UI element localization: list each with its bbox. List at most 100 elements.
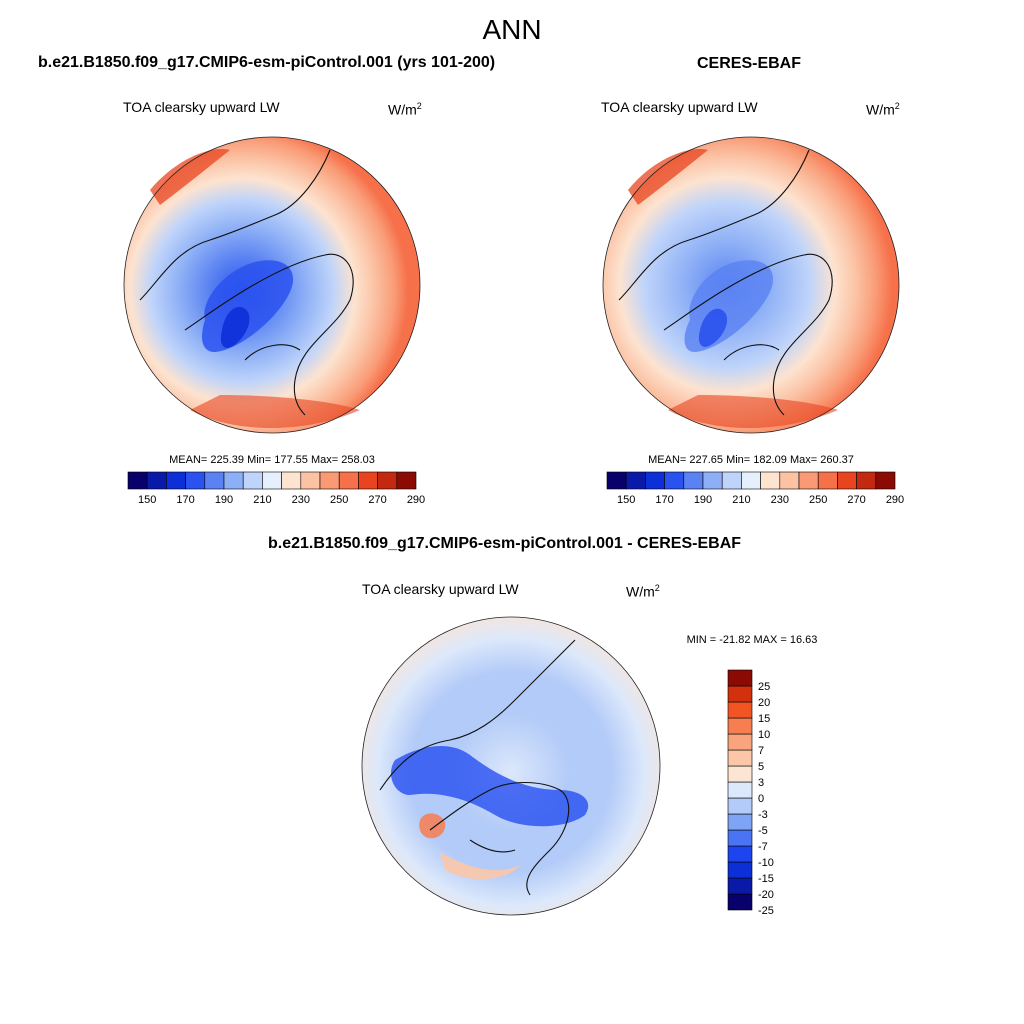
colorbar-tick-label: 250 (809, 494, 827, 506)
panel-3-coastline (379, 639, 576, 896)
panel-2-warm-south (668, 395, 838, 429)
colorbar-tick-label: 210 (732, 494, 750, 506)
colorbar-tick-label: 270 (368, 494, 386, 506)
colorbar-tick-label: -20 (758, 889, 774, 901)
colorbar-box (281, 471, 302, 490)
panel-2-greenland-core (698, 308, 728, 347)
colorbar-box (779, 471, 800, 490)
colorbar-box (645, 471, 665, 490)
panel-1-map (123, 136, 421, 434)
panel-1-warm-north (150, 149, 230, 205)
colorbar-tick-label: 15 (758, 713, 770, 725)
colorbar-box (204, 471, 225, 490)
colorbar-box (146, 471, 167, 490)
colorbar-tick-label: 20 (758, 697, 770, 709)
colorbar-box (127, 471, 148, 490)
colorbar-box (338, 471, 359, 490)
colorbar-box (242, 471, 263, 490)
colorbar-box (377, 471, 398, 490)
colorbar-box (727, 717, 753, 735)
colorbar-box (625, 471, 646, 490)
colorbar-tick-label: 150 (138, 494, 156, 506)
colorbar-tick-label: 210 (253, 494, 271, 506)
main-title: ANN (482, 14, 542, 45)
colorbar-box (396, 471, 417, 490)
panel-3-negative-band (390, 745, 589, 827)
colorbar-box (817, 471, 838, 490)
panel-2-coastline (618, 149, 833, 416)
colorbar-tick-label: 170 (655, 494, 673, 506)
panel-2-title: CERES-EBAF (697, 55, 802, 72)
panel-2-stats: MEAN= 227.65 Min= 182.09 Max= 260.37 (648, 454, 854, 466)
panel-1-coastline (139, 149, 354, 416)
panel-3-positive-patch (419, 813, 446, 839)
colorbar-box (727, 685, 753, 703)
colorbar-tick-label: -15 (758, 873, 774, 885)
colorbar-box (727, 701, 753, 719)
panel-1-stats: MEAN= 225.39 Min= 177.55 Max= 258.03 (169, 454, 375, 466)
colorbar-tick-label: 290 (886, 494, 904, 506)
colorbar-box (727, 893, 753, 911)
colorbar-box (727, 861, 753, 879)
colorbar-box (727, 781, 753, 799)
colorbar-tick-label: 0 (758, 793, 764, 805)
panel-3-colorbar: 25 20 15 10 7 5 3 0 -3 -5 -7 -10 -15 -20 -25 (727, 669, 774, 917)
colorbar-tick-label: 230 (771, 494, 789, 506)
colorbar-box (319, 471, 340, 490)
colorbar-tick-label: 250 (330, 494, 348, 506)
panel-3-map (361, 616, 661, 916)
colorbar-box (606, 471, 627, 490)
panel-2-map (602, 136, 900, 434)
colorbar-tick-label: -7 (758, 841, 768, 853)
panel-2-warm-north (628, 149, 708, 205)
colorbar-box (683, 471, 704, 490)
colorbar-box (727, 813, 753, 831)
colorbar-tick-label: -10 (758, 857, 774, 869)
colorbar-box (727, 669, 753, 687)
colorbar-tick-label: -25 (758, 905, 774, 917)
colorbar-box (664, 471, 685, 490)
colorbar-tick-label: 190 (215, 494, 233, 506)
colorbar-tick-label: 5 (758, 761, 764, 773)
colorbar-box (727, 845, 753, 863)
colorbar-box (721, 471, 742, 490)
panel-1-greenland-core (220, 306, 250, 348)
panel-3-stats: MIN = -21.82 MAX = 16.63 (687, 634, 818, 646)
colorbar-box (741, 471, 761, 490)
colorbar-tick-label: 3 (758, 777, 764, 789)
colorbar-box (727, 877, 753, 895)
colorbar-box (166, 471, 186, 490)
colorbar-tick-label: 25 (758, 681, 770, 693)
panel-1-variable-label: TOA clearsky upward LW (123, 99, 280, 115)
colorbar-box (300, 471, 321, 490)
colorbar-box (185, 471, 206, 490)
colorbar-box (727, 797, 753, 815)
panel-1-warm-south (190, 395, 360, 429)
panel-2-units: W/m2 (866, 101, 900, 118)
panel-3-positive-edge (440, 852, 520, 880)
colorbar-tick-label: 10 (758, 729, 770, 741)
colorbar-tick-label: 7 (758, 745, 764, 757)
colorbar-box (727, 733, 753, 751)
panel-3-units: W/m2 (626, 583, 660, 600)
colorbar-tick-label: 170 (176, 494, 194, 506)
colorbar-box (727, 749, 753, 767)
colorbar-box (262, 471, 282, 490)
colorbar-tick-label: 290 (407, 494, 425, 506)
panel-3-title: b.e21.B1850.f09_g17.CMIP6-esm-piControl.… (268, 535, 742, 552)
colorbar-tick-label: -3 (758, 809, 768, 821)
panel-1-title: b.e21.B1850.f09_g17.CMIP6-esm-piControl.… (38, 54, 496, 71)
colorbar-box (837, 471, 857, 490)
panel-1-units: W/m2 (388, 101, 422, 118)
colorbar-box (727, 765, 753, 783)
colorbar-tick-label: 270 (847, 494, 865, 506)
colorbar-box (760, 471, 781, 490)
panel-1-colorbar: 150 170 190 210 230 250 270 290 (127, 471, 425, 506)
colorbar-box (798, 471, 819, 490)
colorbar-box (727, 829, 753, 847)
panel-2-colorbar: 150 170 190 210 230 250 270 290 (606, 471, 904, 506)
colorbar-tick-label: -5 (758, 825, 768, 837)
panel-3-variable-label: TOA clearsky upward LW (362, 581, 519, 597)
colorbar-box (875, 471, 896, 490)
